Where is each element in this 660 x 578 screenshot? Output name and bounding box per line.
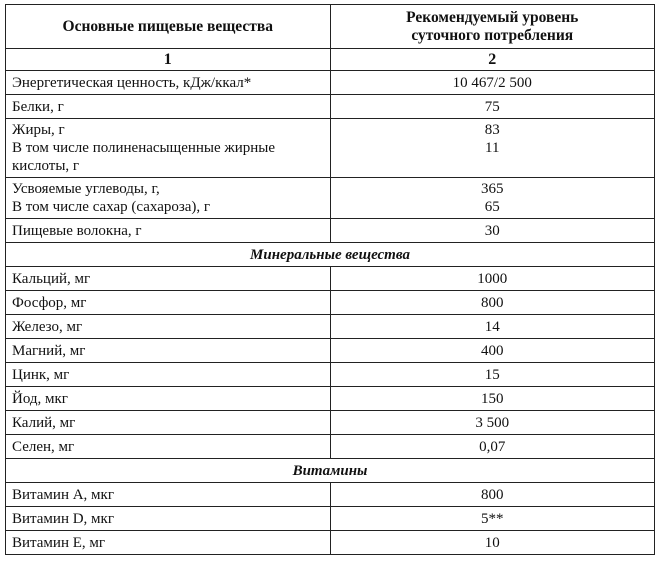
value-line: 10 467/2 500 xyxy=(452,74,532,91)
nutrient-name: Энергетическая ценность, кДж/ккал* xyxy=(5,70,331,95)
nutrient-value: 0,07 xyxy=(329,434,655,459)
value-line: 75 xyxy=(484,98,500,115)
nutrient-value: 5** xyxy=(329,506,655,531)
nutrient-name: Витамин D, мкг xyxy=(5,506,331,531)
table-row: Железо, мг 14 xyxy=(5,314,655,339)
table-row: Пищевые волокна, г 30 xyxy=(5,218,655,243)
table-row: Жиры, г В том числе полиненасыщенные жирн… xyxy=(5,118,655,178)
nutrient-value: 1000 xyxy=(329,266,655,291)
nutrient-value: 83 11 xyxy=(329,118,655,178)
name-line: Усвояемые углеводы, г, xyxy=(12,181,160,197)
table-row: Йод, мкг 150 xyxy=(5,386,655,411)
value-line: 11 xyxy=(485,140,500,156)
name-line: кислоты, г xyxy=(12,158,80,174)
nutrient-name: Селен, мг xyxy=(5,434,331,459)
nutrient-value: 15 xyxy=(329,362,655,387)
table-row: Фосфор, мг 800 xyxy=(5,290,655,315)
nutrient-value: 150 xyxy=(329,386,655,411)
header-nutrients: Основные пищевые вещества xyxy=(5,4,331,49)
nutrient-table: Основные пищевые вещества Рекомендуемый … xyxy=(5,4,655,555)
table-row: Усвояемые углеводы, г, В том числе сахар … xyxy=(5,177,655,219)
column-number-1: 1 xyxy=(5,48,331,71)
table-row: Белки, г 75 xyxy=(5,94,655,119)
value-line: 365 xyxy=(481,181,504,197)
nutrient-name: Жиры, г В том числе полиненасыщенные жирн… xyxy=(5,118,331,178)
header-row: Основные пищевые вещества Рекомендуемый … xyxy=(5,4,655,49)
nutrient-name: Цинк, мг xyxy=(5,362,331,387)
nutrient-value: 800 xyxy=(329,482,655,507)
table-row: Кальций, мг 1000 xyxy=(5,266,655,291)
nutrient-name: Пищевые волокна, г xyxy=(5,218,331,243)
nutrient-name: Витамин Е, мг xyxy=(5,530,331,555)
name-line: Энергетическая ценность, кДж/ккал* xyxy=(12,74,252,91)
table-row: Витамин А, мкг 800 xyxy=(5,482,655,507)
nutrient-value: 30 xyxy=(329,218,655,243)
table-row: Селен, мг 0,07 xyxy=(5,434,655,459)
nutrient-name: Йод, мкг xyxy=(5,386,331,411)
table-row: Цинк, мг 15 xyxy=(5,362,655,387)
table-row: Витамин Е, мг 10 xyxy=(5,530,655,555)
nutrient-value: 10 xyxy=(329,530,655,555)
nutrient-value: 14 xyxy=(329,314,655,339)
column-number-2: 2 xyxy=(329,48,655,71)
column-number-row: 1 2 xyxy=(5,48,655,71)
section-title: Минеральные вещества xyxy=(5,242,655,267)
name-line: В том числе полиненасыщенные жирные xyxy=(12,140,276,156)
vitamin-rows: Витамин А, мкг 800 Витамин D, мкг 5** Витами… xyxy=(5,482,655,555)
value-line: 30 xyxy=(484,222,500,239)
table-row: Магний, мг 400 xyxy=(5,338,655,363)
nutrient-value: 75 xyxy=(329,94,655,119)
nutrient-name: Белки, г xyxy=(5,94,331,119)
value-line xyxy=(337,157,649,175)
nutrient-name: Фосфор, мг xyxy=(5,290,331,315)
table-row: Энергетическая ценность, кДж/ккал* 10 467… xyxy=(5,70,655,95)
nutrient-name: Витамин А, мкг xyxy=(5,482,331,507)
nutrient-name: Калий, мг xyxy=(5,410,331,435)
header-col2-line2: суточного потребления xyxy=(411,26,574,44)
nutrient-name: Железо, мг xyxy=(5,314,331,339)
section-title: Витамины xyxy=(5,458,655,483)
value-line: 83 xyxy=(484,122,500,138)
nutrient-value: 10 467/2 500 xyxy=(329,70,655,95)
section-minerals: Минеральные вещества xyxy=(5,242,655,267)
header-col2-line1: Рекомендуемый уровень xyxy=(406,8,579,26)
table-row: Калий, мг 3 500 xyxy=(5,410,655,435)
section-vitamins: Витамины xyxy=(5,458,655,483)
name-line: Пищевые волокна, г xyxy=(12,222,142,239)
value-line: 65 xyxy=(484,199,500,215)
mineral-rows: Кальций, мг 1000 Фосфор, мг 800 Железо, мг 14… xyxy=(5,266,655,459)
nutrient-name: Кальций, мг xyxy=(5,266,331,291)
table-row: Витамин D, мкг 5** xyxy=(5,506,655,531)
name-line: Жиры, г xyxy=(12,122,65,138)
nutrient-name: Усвояемые углеводы, г, В том числе сахар … xyxy=(5,177,331,219)
nutrient-value: 365 65 xyxy=(329,177,655,219)
header-daily-intake: Рекомендуемый уровень суточного потреблен… xyxy=(329,4,655,49)
nutrient-value: 3 500 xyxy=(329,410,655,435)
nutrient-value: 400 xyxy=(329,338,655,363)
name-line: Белки, г xyxy=(12,98,64,115)
nutrient-value: 800 xyxy=(329,290,655,315)
name-line: В том числе сахар (сахароза), г xyxy=(12,199,211,215)
main-rows: Энергетическая ценность, кДж/ккал* 10 467… xyxy=(5,70,655,243)
nutrient-name: Магний, мг xyxy=(5,338,331,363)
header-col1-text: Основные пищевые вещества xyxy=(62,17,273,35)
